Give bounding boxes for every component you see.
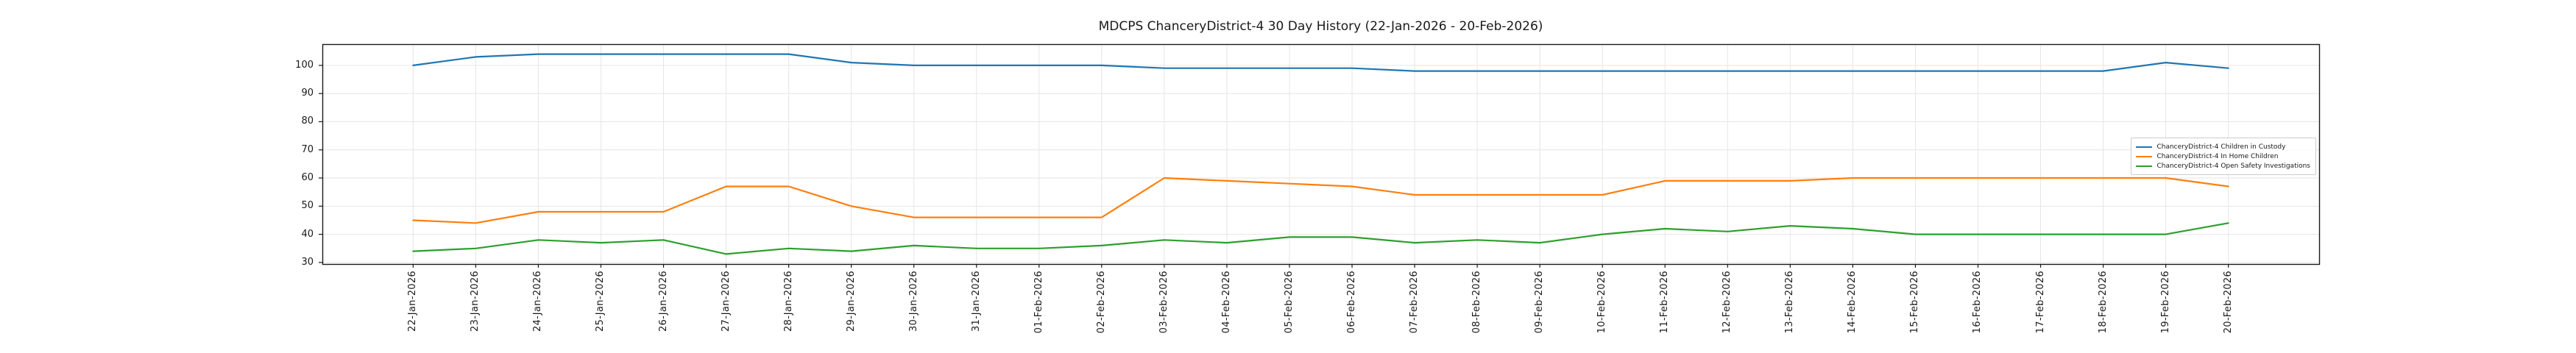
x-tick-label: 04-Feb-2026: [1220, 271, 1232, 334]
chart-title: MDCPS ChanceryDistrict-4 30 Day History …: [1098, 19, 1543, 34]
x-tick-label: 29-Jan-2026: [845, 271, 857, 332]
legend-label: ChanceryDistrict-4 Children in Custody: [2156, 143, 2286, 151]
x-tick-label: 11-Feb-2026: [1659, 271, 1671, 334]
y-tick-label: 40: [301, 228, 314, 240]
x-tick-label: 03-Feb-2026: [1158, 271, 1170, 334]
x-tick-label: 10-Feb-2026: [1596, 271, 1608, 334]
x-tick-label: 08-Feb-2026: [1471, 271, 1483, 334]
x-tick-label: 18-Feb-2026: [2097, 271, 2109, 334]
x-tick-label: 26-Jan-2026: [657, 271, 669, 332]
legend-line-swatch: [2136, 146, 2153, 148]
x-tick-label: 22-Jan-2026: [407, 271, 419, 332]
legend-label: ChanceryDistrict-4 Open Safety Investiga…: [2156, 162, 2310, 170]
x-tick-label: 02-Feb-2026: [1095, 271, 1107, 334]
x-tick-label: 12-Feb-2026: [1722, 271, 1733, 334]
y-tick-label: 50: [301, 200, 314, 212]
y-tick-label: 60: [301, 172, 314, 184]
legend-label: ChanceryDistrict-4 In Home Children: [2156, 152, 2279, 160]
x-tick-label: 06-Feb-2026: [1346, 271, 1358, 334]
x-tick-label: 05-Feb-2026: [1283, 271, 1295, 334]
x-tick-label: 27-Jan-2026: [720, 271, 732, 332]
x-tick-label: 24-Jan-2026: [532, 271, 544, 332]
x-tick-label: 23-Jan-2026: [470, 271, 481, 332]
legend-item: ChanceryDistrict-4 Children in Custody: [2136, 142, 2310, 151]
legend-item: ChanceryDistrict-4 Open Safety Investiga…: [2136, 161, 2310, 171]
x-tick-label: 30-Jan-2026: [907, 271, 919, 332]
series-line-1: [412, 176, 2229, 224]
x-tick-label: 14-Feb-2026: [1847, 271, 1858, 334]
legend-line-swatch: [2136, 155, 2153, 157]
legend-item: ChanceryDistrict-4 In Home Children: [2136, 151, 2310, 161]
x-tick-label: 01-Feb-2026: [1033, 271, 1044, 334]
y-tick-label: 70: [301, 143, 314, 155]
y-tick-label: 80: [301, 115, 314, 127]
legend: ChanceryDistrict-4 Children in Custody Ch…: [2131, 138, 2316, 175]
legend-line-swatch: [2136, 165, 2153, 167]
x-tick-label: 25-Jan-2026: [595, 271, 606, 332]
x-tick-label: 17-Feb-2026: [2034, 271, 2046, 334]
x-tick-label: 31-Jan-2026: [970, 271, 982, 332]
x-tick-label: 16-Feb-2026: [1972, 271, 1984, 334]
y-tick-label: 30: [301, 256, 314, 268]
x-tick-label: 09-Feb-2026: [1534, 271, 1546, 334]
axis-ticks: [319, 65, 2229, 268]
plot-spines: [322, 43, 2321, 265]
y-tick-label: 90: [301, 88, 314, 99]
x-tick-label: 13-Feb-2026: [1784, 271, 1796, 334]
x-tick-label: 19-Feb-2026: [2159, 271, 2171, 334]
series-line-2: [412, 222, 2229, 255]
x-tick-label: 28-Jan-2026: [782, 271, 794, 332]
y-tick-label: 100: [295, 59, 314, 71]
series-line-0: [412, 53, 2229, 72]
x-tick-label: 07-Feb-2026: [1409, 271, 1420, 334]
grid-lines: [322, 44, 2319, 264]
x-tick-label: 20-Feb-2026: [2222, 271, 2234, 334]
x-tick-label: 15-Feb-2026: [1909, 271, 1921, 334]
